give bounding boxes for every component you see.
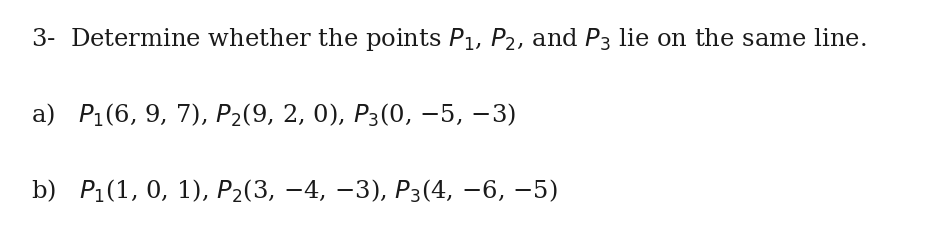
Text: 3-  Determine whether the points $P_1$, $P_2$, and $P_3$ lie on the same line.: 3- Determine whether the points $P_1$, $…	[31, 26, 866, 53]
Text: b)   $P_1$(1, 0, 1), $P_2$(3, $-$4, $-$3), $P_3$(4, $-$6, $-$5): b) $P_1$(1, 0, 1), $P_2$(3, $-$4, $-$3),…	[31, 178, 557, 205]
Text: a)   $P_1$(6, 9, 7), $P_2$(9, 2, 0), $P_3$(0, $-$5, $-$3): a) $P_1$(6, 9, 7), $P_2$(9, 2, 0), $P_3$…	[31, 101, 515, 129]
